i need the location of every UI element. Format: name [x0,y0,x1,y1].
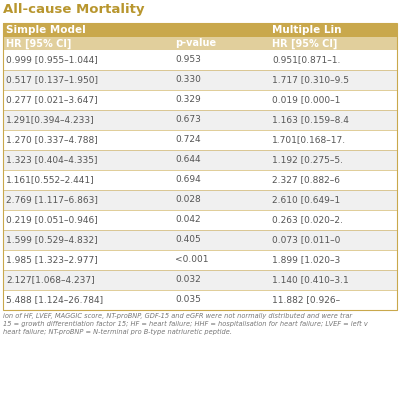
Text: All-cause Mortality: All-cause Mortality [3,3,144,16]
Text: <0.001: <0.001 [175,256,208,264]
Text: 1.323 [0.404–4.335]: 1.323 [0.404–4.335] [6,156,98,164]
Bar [3,23,397,310]
Bar [3,90,397,110]
Bar [3,37,397,50]
Text: heart failure; NT-proBNP = N-terminal pro B-type natriuretic peptide.: heart failure; NT-proBNP = N-terminal pr… [3,329,232,335]
Text: 15 = growth differentiation factor 15; HF = heart failure; HHF = hospitalisation: 15 = growth differentiation factor 15; H… [3,321,368,327]
Bar [3,110,397,130]
Text: 1.599 [0.529–4.832]: 1.599 [0.529–4.832] [6,236,98,244]
Text: 1.192 [0.275–5.: 1.192 [0.275–5. [272,156,343,164]
Bar [3,230,397,250]
Text: 0.035: 0.035 [175,296,201,304]
Text: 1.140 [0.410–3.1: 1.140 [0.410–3.1 [272,276,349,284]
Text: Simple Model: Simple Model [6,25,86,35]
Bar [3,290,397,310]
Text: 0.724: 0.724 [175,136,201,144]
Text: 1.161[0.552–2.441]: 1.161[0.552–2.441] [6,176,95,184]
Text: 0.405: 0.405 [175,236,201,244]
Text: 0.219 [0.051–0.946]: 0.219 [0.051–0.946] [6,216,98,224]
Text: 2.769 [1.117–6.863]: 2.769 [1.117–6.863] [6,196,98,204]
Text: HR [95% CI]: HR [95% CI] [272,38,337,49]
Text: 11.882 [0.926–: 11.882 [0.926– [272,296,340,304]
Text: ion of HF, LVEF, MAGGIC score, NT-proBNP, GDF-15 and eGFR were not normally dist: ion of HF, LVEF, MAGGIC score, NT-proBNP… [3,313,352,319]
Bar [3,210,397,230]
Text: 0.329: 0.329 [175,96,201,104]
Bar [3,250,397,270]
Bar [3,70,397,90]
Text: 0.073 [0.011–0: 0.073 [0.011–0 [272,236,340,244]
Text: 1.163 [0.159–8.4: 1.163 [0.159–8.4 [272,116,349,124]
Text: 0.694: 0.694 [175,176,201,184]
Text: 5.488 [1.124–26.784]: 5.488 [1.124–26.784] [6,296,103,304]
Bar [3,190,397,210]
Text: 2.610 [0.649–1: 2.610 [0.649–1 [272,196,340,204]
Text: 0.330: 0.330 [175,76,201,84]
Text: 0.263 [0.020–2.: 0.263 [0.020–2. [272,216,343,224]
Text: Multiple Lin: Multiple Lin [272,25,342,35]
Text: 0.019 [0.000–1: 0.019 [0.000–1 [272,96,340,104]
Text: p-value: p-value [175,38,216,48]
Text: 1.899 [1.020–3: 1.899 [1.020–3 [272,256,340,264]
Text: 1.701[0.168–17.: 1.701[0.168–17. [272,136,346,144]
Text: 2.127[1.068–4.237]: 2.127[1.068–4.237] [6,276,95,284]
Bar [3,130,397,150]
Text: 0.953: 0.953 [175,56,201,64]
Text: 1.985 [1.323–2.977]: 1.985 [1.323–2.977] [6,256,98,264]
Bar [3,150,397,170]
Bar [3,50,397,70]
Text: 0.673: 0.673 [175,116,201,124]
Text: 1.717 [0.310–9.5: 1.717 [0.310–9.5 [272,76,349,84]
Text: 0.028: 0.028 [175,196,201,204]
Bar [3,270,397,290]
Text: 0.042: 0.042 [175,216,201,224]
Bar [3,170,397,190]
Text: 0.951[0.871–1.: 0.951[0.871–1. [272,56,340,64]
Text: 1.270 [0.337–4.788]: 1.270 [0.337–4.788] [6,136,98,144]
Text: 0.999 [0.955–1.044]: 0.999 [0.955–1.044] [6,56,98,64]
Text: 0.644: 0.644 [175,156,201,164]
Text: 0.032: 0.032 [175,276,201,284]
Text: 1.291[0.394–4.233]: 1.291[0.394–4.233] [6,116,95,124]
Text: 2.327 [0.882–6: 2.327 [0.882–6 [272,176,340,184]
Text: 0.277 [0.021–3.647]: 0.277 [0.021–3.647] [6,96,98,104]
Bar [3,23,397,37]
Text: 0.517 [0.137–1.950]: 0.517 [0.137–1.950] [6,76,98,84]
Text: HR [95% CI]: HR [95% CI] [6,38,71,49]
